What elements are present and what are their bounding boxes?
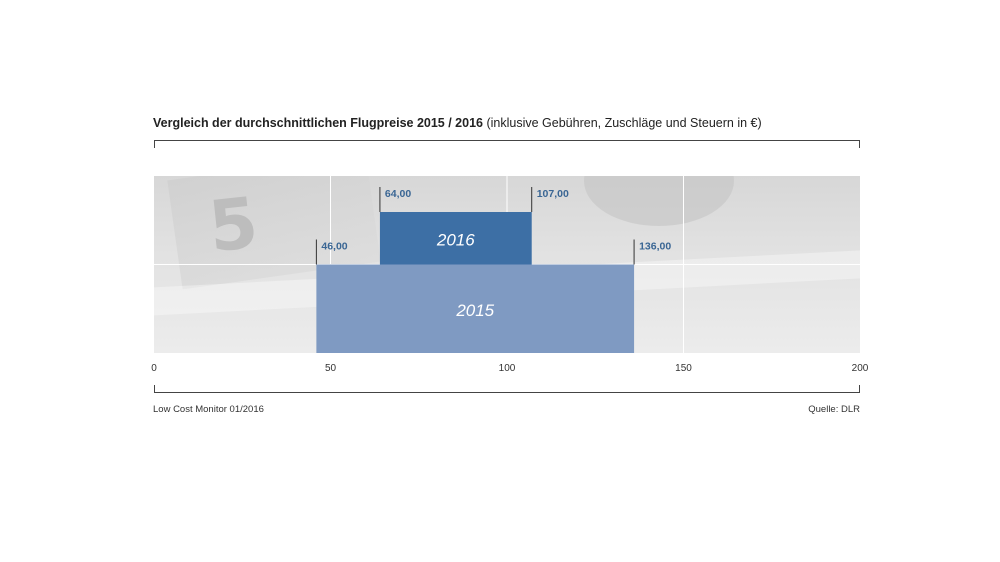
bottom-bracket: [154, 385, 860, 393]
bar-2016: [379, 212, 532, 265]
bar-2015: [316, 264, 635, 353]
chart-title: Vergleich der durchschnittlichen Flugpre…: [153, 116, 762, 130]
x-tick-label: 100: [498, 363, 516, 374]
value-label-max-2016: 107,00: [537, 188, 569, 200]
x-tick-label: 150: [675, 363, 692, 374]
x-tick-label: 0: [151, 363, 157, 374]
bar-label-2015: 2015: [455, 301, 494, 320]
value-label-min-2015: 46,00: [321, 241, 347, 253]
value-label-min-2016: 64,00: [385, 188, 411, 200]
top-bracket: [154, 140, 860, 148]
bar-label-2016: 2016: [436, 230, 475, 249]
chart-title-bold: Vergleich der durchschnittlichen Flugpre…: [153, 116, 483, 130]
x-tick-label: 200: [851, 363, 869, 374]
x-tick-label: 50: [324, 363, 337, 374]
footer-source-right: Quelle: DLR: [808, 404, 860, 415]
value-label-max-2015: 136,00: [639, 241, 671, 253]
footer-source-left: Low Cost Monitor 01/2016: [153, 404, 264, 415]
chart-title-normal: (inklusive Gebühren, Zuschläge und Steue…: [483, 116, 762, 130]
